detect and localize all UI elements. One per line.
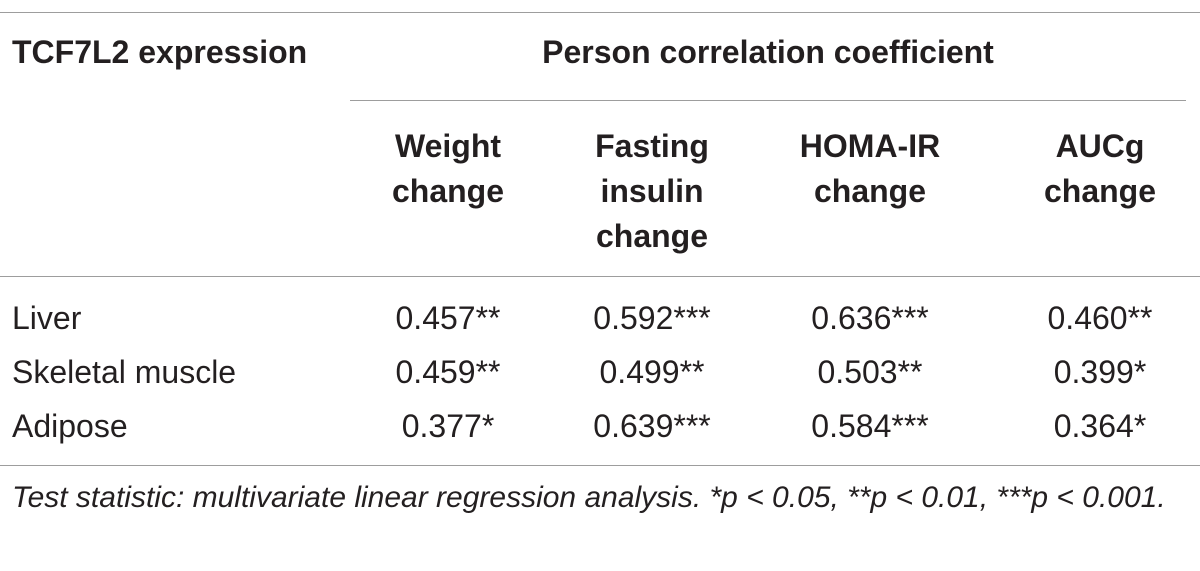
row-label: Skeletal muscle (12, 354, 237, 390)
row-header: TCF7L2 expression (12, 34, 308, 70)
table-cell: 0.499** (599, 354, 705, 390)
table-cell: 0.636*** (811, 300, 929, 336)
table-footnote: Test statistic: multivariate linear regr… (12, 481, 1166, 514)
table-cell: 0.584*** (811, 408, 929, 444)
table-cell: 0.592*** (593, 300, 711, 336)
table-cell: 0.503** (817, 354, 923, 390)
column-header-homa-ir-change: HOMA-IR change (799, 128, 941, 209)
row-label: Adipose (12, 408, 128, 444)
group-header: Person correlation coefficient (542, 34, 994, 70)
group-header-rule (350, 100, 1186, 101)
table-cell: 0.364* (1053, 408, 1147, 444)
header-bottom-rule (0, 276, 1200, 277)
table-cell: 0.639*** (593, 408, 711, 444)
table-bottom-rule (0, 465, 1200, 466)
table-cell: 0.459** (395, 354, 501, 390)
table-cell: 0.377* (401, 408, 495, 444)
table-cell: 0.460** (1047, 300, 1153, 336)
column-header-weight-change: Weight change (391, 128, 505, 209)
row-label: Liver (12, 300, 82, 336)
table-cell: 0.399* (1053, 354, 1147, 390)
column-header-aucg-change: AUCg change (1043, 128, 1157, 209)
column-header-fasting-insulin-change: Fasting insulin change (595, 128, 709, 254)
table-cell: 0.457** (395, 300, 501, 336)
table-top-rule (0, 12, 1200, 13)
